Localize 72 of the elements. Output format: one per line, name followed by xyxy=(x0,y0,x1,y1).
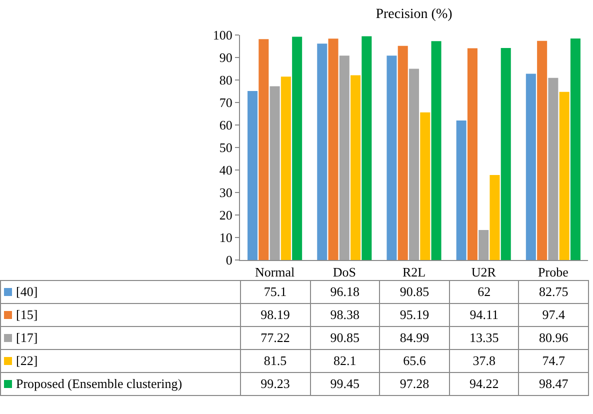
y-tick-label: 40 xyxy=(219,162,232,178)
data-label: 90.85 xyxy=(310,326,380,350)
data-label: 90.85 xyxy=(380,280,450,304)
bar xyxy=(350,75,361,260)
y-tick-label: 90 xyxy=(219,50,232,66)
bar xyxy=(270,86,280,260)
bar xyxy=(570,38,580,260)
legend-label: Proposed (Ensemble clustering) xyxy=(16,376,182,391)
x-tick-label: R2L xyxy=(402,264,426,280)
bar xyxy=(339,56,350,260)
legend-label: [22] xyxy=(16,353,38,368)
y-tick-label: 70 xyxy=(219,95,232,110)
data-label: 95.19 xyxy=(380,304,450,326)
bar xyxy=(526,74,536,260)
x-tick-label: U2R xyxy=(471,264,496,280)
data-label: 94.11 xyxy=(449,304,519,326)
bar xyxy=(467,48,478,260)
data-label: 96.18 xyxy=(310,280,380,304)
legend-label: [17] xyxy=(16,330,38,345)
data-label: 98.19 xyxy=(240,304,310,326)
bar xyxy=(280,76,291,260)
y-tick-label: 30 xyxy=(219,185,232,200)
bar xyxy=(548,78,558,260)
data-label: 75.1 xyxy=(240,280,310,304)
y-tick-label: 10 xyxy=(219,230,232,246)
bar xyxy=(478,230,489,260)
bar xyxy=(456,120,466,260)
bar xyxy=(490,174,500,260)
data-label: 74.7 xyxy=(518,350,588,372)
bar xyxy=(408,68,420,260)
bar xyxy=(431,41,442,260)
data-label: 99.45 xyxy=(310,372,380,396)
bar xyxy=(317,44,328,260)
y-tick-label: 100 xyxy=(212,28,232,43)
bar xyxy=(292,36,302,260)
bar xyxy=(500,48,511,260)
chart-title: Precision (%) xyxy=(376,7,453,22)
data-label: 80.96 xyxy=(518,326,588,350)
data-label: 62 xyxy=(449,280,519,304)
bar xyxy=(328,38,338,260)
x-tick-label: Probe xyxy=(538,264,569,280)
y-tick-label: 50 xyxy=(219,140,232,156)
data-label: 94.22 xyxy=(449,372,519,396)
bar xyxy=(362,36,372,260)
data-label: 84.99 xyxy=(380,326,450,350)
y-tick-label: 0 xyxy=(226,252,232,268)
data-label: 81.5 xyxy=(240,350,310,372)
bar xyxy=(537,40,548,260)
data-label: 97.28 xyxy=(380,372,450,396)
data-label: 37.8 xyxy=(449,350,519,372)
bar xyxy=(420,112,430,260)
legend-label: [15] xyxy=(16,307,38,322)
y-tick-label: 60 xyxy=(219,118,232,133)
bar xyxy=(258,39,269,260)
y-tick-label: 80 xyxy=(219,72,232,88)
bar xyxy=(248,91,258,260)
bar xyxy=(398,46,408,260)
x-tick-label: DoS xyxy=(332,264,356,280)
data-label: 99.23 xyxy=(240,372,310,396)
data-label: 98.38 xyxy=(310,304,380,326)
data-label: 82.75 xyxy=(518,280,588,304)
bar xyxy=(386,56,397,260)
data-label: 82.1 xyxy=(310,350,380,372)
data-label: 65.6 xyxy=(380,350,450,372)
data-label: 77.22 xyxy=(240,326,310,350)
data-label: 98.47 xyxy=(518,372,588,396)
y-tick-label: 20 xyxy=(219,208,232,223)
x-tick-label: Normal xyxy=(254,264,296,280)
legend-label: [40] xyxy=(16,284,38,299)
data-label: 97.4 xyxy=(518,304,588,326)
bar xyxy=(559,92,570,260)
data-label: 13.35 xyxy=(449,326,519,350)
